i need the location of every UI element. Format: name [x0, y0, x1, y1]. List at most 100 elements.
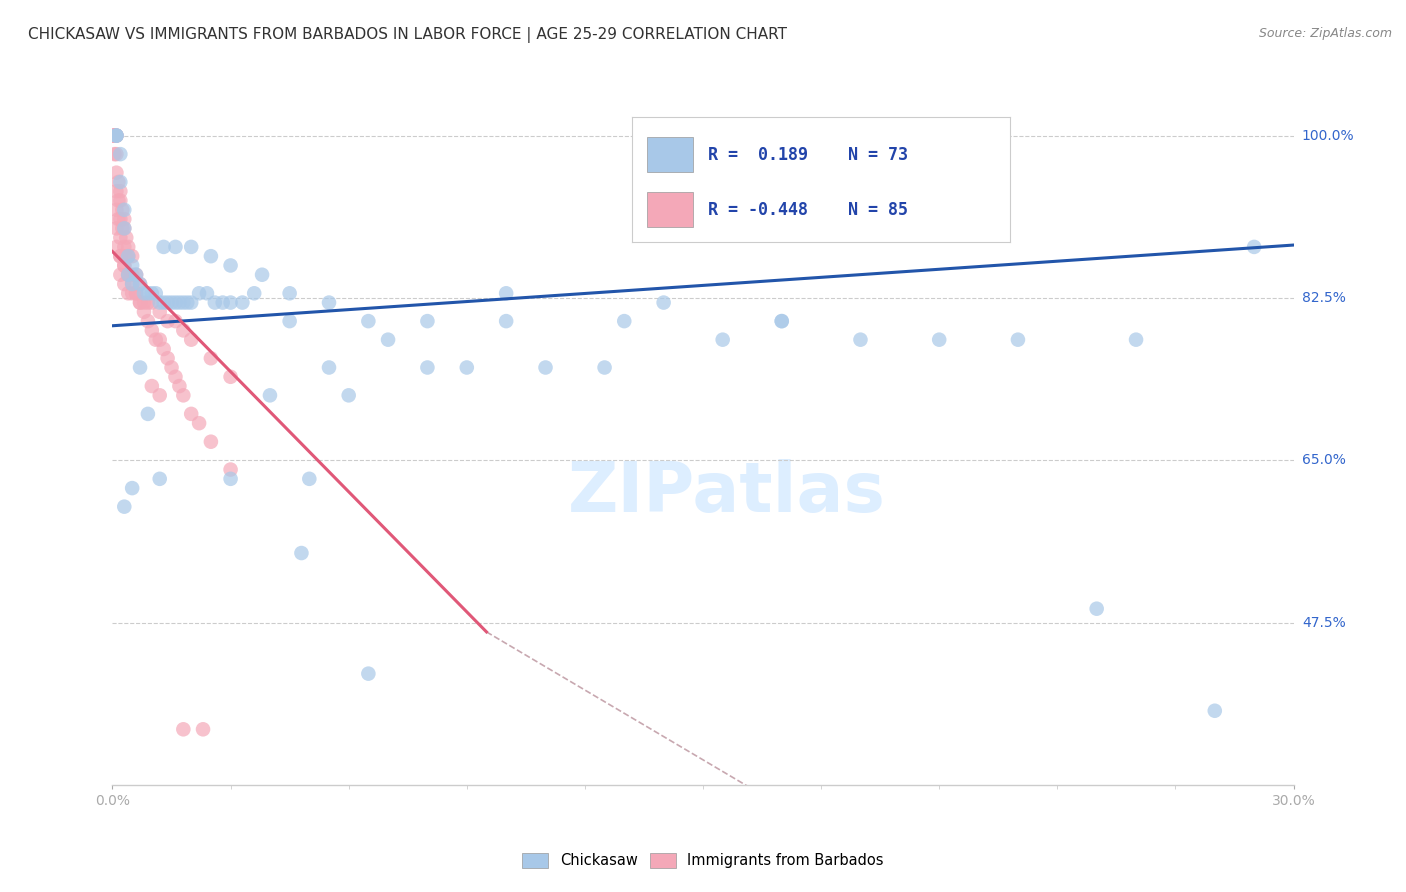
Point	[169, 379, 191, 393]
Point	[180, 407, 202, 421]
Point	[103, 128, 125, 143]
Point	[103, 128, 125, 143]
Point	[534, 360, 557, 375]
Point	[136, 286, 159, 301]
Point	[121, 481, 143, 495]
Point	[110, 184, 132, 198]
Point	[141, 295, 163, 310]
Point	[219, 472, 242, 486]
Point	[180, 240, 202, 254]
Point	[219, 369, 242, 384]
Point	[495, 286, 517, 301]
Point	[129, 360, 152, 375]
Point	[112, 240, 135, 254]
Point	[298, 472, 321, 486]
Point	[117, 268, 139, 282]
Point	[172, 295, 194, 310]
Point	[121, 277, 143, 291]
Point	[219, 295, 242, 310]
Point	[243, 286, 266, 301]
Point	[105, 147, 128, 161]
Point	[105, 128, 128, 143]
Text: CHICKASAW VS IMMIGRANTS FROM BARBADOS IN LABOR FORCE | AGE 25-29 CORRELATION CHA: CHICKASAW VS IMMIGRANTS FROM BARBADOS IN…	[28, 27, 787, 43]
Point	[117, 240, 139, 254]
Point	[337, 388, 360, 402]
Text: 100.0%: 100.0%	[1302, 128, 1354, 143]
Point	[103, 128, 125, 143]
Point	[377, 333, 399, 347]
Point	[357, 666, 380, 681]
Point	[117, 268, 139, 282]
Point	[110, 147, 132, 161]
Point	[770, 314, 793, 328]
Point	[191, 723, 214, 737]
Point	[195, 286, 218, 301]
Legend: Chickasaw, Immigrants from Barbados: Chickasaw, Immigrants from Barbados	[515, 846, 891, 876]
Text: 82.5%: 82.5%	[1302, 291, 1346, 305]
Point	[105, 184, 128, 198]
Point	[152, 342, 174, 356]
Point	[103, 128, 125, 143]
Point	[132, 305, 155, 319]
Point	[357, 314, 380, 328]
Point	[172, 388, 194, 402]
Point	[156, 351, 179, 366]
Point	[456, 360, 478, 375]
Point	[110, 249, 132, 263]
Point	[711, 333, 734, 347]
Point	[160, 295, 183, 310]
Point	[121, 249, 143, 263]
Point	[110, 230, 132, 244]
Point	[1125, 333, 1147, 347]
Point	[132, 286, 155, 301]
Point	[141, 379, 163, 393]
Point	[121, 286, 143, 301]
Point	[105, 202, 128, 217]
Point	[219, 259, 242, 273]
Point	[652, 295, 675, 310]
Point	[188, 286, 211, 301]
Point	[613, 314, 636, 328]
Text: ZIPatlas: ZIPatlas	[568, 459, 886, 526]
Point	[250, 268, 273, 282]
Point	[121, 259, 143, 273]
Point	[1085, 601, 1108, 615]
Point	[149, 305, 172, 319]
Point	[117, 286, 139, 301]
Point	[204, 295, 226, 310]
Point	[129, 295, 152, 310]
Point	[176, 295, 198, 310]
Point	[112, 259, 135, 273]
Point	[111, 202, 134, 217]
Point	[112, 202, 135, 217]
Point	[110, 249, 132, 263]
Point	[495, 314, 517, 328]
Point	[129, 295, 152, 310]
Point	[416, 360, 439, 375]
Point	[416, 314, 439, 328]
Point	[105, 240, 128, 254]
Point	[160, 360, 183, 375]
Point	[103, 128, 125, 143]
Point	[149, 472, 172, 486]
Point	[112, 221, 135, 235]
Point	[180, 295, 202, 310]
Point	[1243, 240, 1265, 254]
Point	[112, 259, 135, 273]
Point	[110, 175, 132, 189]
Point	[105, 128, 128, 143]
Point	[145, 286, 167, 301]
Point	[110, 268, 132, 282]
Point	[141, 323, 163, 337]
Text: Source: ZipAtlas.com: Source: ZipAtlas.com	[1258, 27, 1392, 40]
Point	[165, 295, 187, 310]
Point	[105, 128, 128, 143]
Point	[156, 295, 179, 310]
Point	[125, 286, 148, 301]
Point	[110, 194, 132, 208]
Point	[136, 407, 159, 421]
Point	[129, 277, 152, 291]
Point	[928, 333, 950, 347]
Point	[129, 277, 152, 291]
Point	[200, 434, 222, 449]
